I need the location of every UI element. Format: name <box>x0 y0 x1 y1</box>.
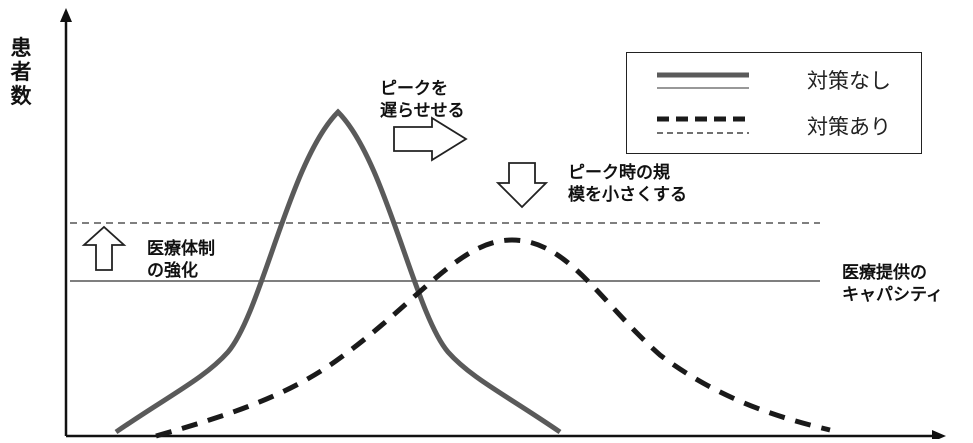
y-axis-label: 患者数 <box>10 36 32 108</box>
arrow-up-strengthen-icon <box>81 225 127 271</box>
legend-label-with-measures: 対策あり <box>807 115 891 139</box>
legend-solid-swatch <box>657 72 749 89</box>
legend-dashed-swatch <box>657 116 749 134</box>
arrow-down-reduce-icon <box>495 162 549 209</box>
curve-with-measures <box>155 237 831 439</box>
y-axis-arrowhead <box>60 8 72 22</box>
legend-label-no-measures: 対策なし <box>807 69 891 93</box>
strengthen-care-annotation: 医療体制 の強化 <box>147 239 215 281</box>
capacity-annotation: 医療提供の キャパシティ <box>842 263 943 305</box>
arrow-right-delay-icon <box>393 116 468 162</box>
reduce-peak-annotation: ピーク時の規 模を小さくする <box>568 163 687 205</box>
legend: 対策なし 対策あり <box>626 52 922 154</box>
x-axis-arrowhead <box>932 430 946 442</box>
curve-no-measures <box>114 108 562 435</box>
legend-item-no-measures: 対策なし <box>657 63 927 93</box>
delay-peak-annotation: ピークを 遅らせせる <box>380 79 465 121</box>
legend-item-with-measures: 対策あり <box>657 109 927 139</box>
